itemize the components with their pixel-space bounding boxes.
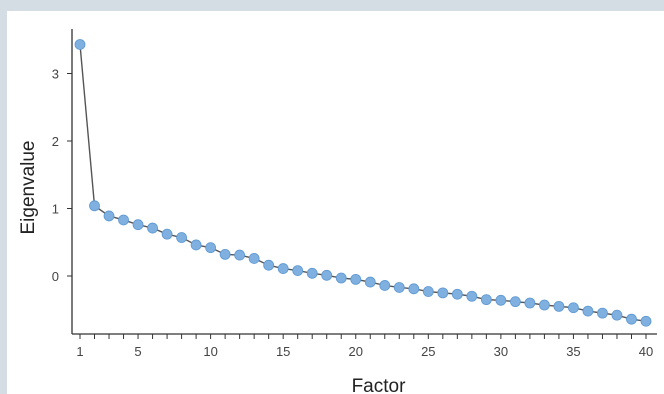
y-ticks: 0 1 2 3 bbox=[52, 67, 72, 284]
y-tick-label: 3 bbox=[52, 67, 59, 82]
data-point bbox=[350, 273, 362, 285]
data-point bbox=[451, 288, 463, 300]
data-point bbox=[205, 242, 217, 254]
data-point bbox=[568, 302, 579, 314]
y-axis-title: Eigenvalue bbox=[18, 140, 39, 234]
data-point bbox=[219, 248, 231, 260]
data-point bbox=[408, 283, 420, 295]
data-point bbox=[626, 313, 637, 325]
data-point bbox=[89, 200, 100, 212]
data-point bbox=[495, 294, 507, 306]
x-tick-label: 10 bbox=[203, 344, 217, 359]
x-tick-label: 35 bbox=[566, 344, 580, 359]
data-point bbox=[509, 296, 521, 308]
data-point bbox=[263, 259, 275, 271]
x-tick-label: 30 bbox=[494, 344, 508, 359]
data-point bbox=[466, 290, 478, 302]
data-point bbox=[539, 299, 550, 311]
data-point bbox=[103, 210, 115, 222]
x-ticks: 1 5 10 15 20 25 30 35 40 bbox=[76, 334, 653, 359]
data-point bbox=[437, 287, 449, 299]
axes bbox=[71, 29, 657, 335]
x-axis-title: Factor bbox=[352, 376, 407, 394]
data-point bbox=[640, 315, 652, 327]
data-point bbox=[176, 232, 187, 243]
data-point bbox=[422, 286, 434, 297]
x-tick-label: 15 bbox=[276, 344, 290, 359]
data-point bbox=[132, 219, 144, 231]
data-point bbox=[147, 222, 158, 234]
data-point bbox=[248, 253, 260, 264]
data-point bbox=[292, 265, 304, 277]
data-point bbox=[582, 305, 594, 317]
data-point bbox=[611, 309, 623, 321]
y-tick-label: 1 bbox=[52, 202, 59, 217]
data-points bbox=[74, 39, 652, 327]
x-tick-label: 40 bbox=[639, 344, 653, 359]
data-point bbox=[190, 239, 202, 251]
data-point bbox=[524, 297, 536, 309]
x-tick-label: 5 bbox=[134, 344, 141, 359]
data-point bbox=[161, 228, 173, 240]
data-point bbox=[393, 282, 405, 293]
data-point bbox=[364, 276, 376, 288]
x-tick-label: 1 bbox=[76, 344, 83, 359]
data-point bbox=[234, 249, 246, 261]
y-tick-label: 2 bbox=[52, 134, 59, 149]
data-point bbox=[335, 272, 347, 284]
data-point bbox=[118, 214, 129, 226]
data-point bbox=[74, 39, 86, 50]
x-tick-label: 25 bbox=[421, 344, 435, 359]
series-line bbox=[79, 44, 647, 322]
data-point bbox=[597, 307, 608, 319]
data-point bbox=[277, 263, 289, 274]
x-tick-label: 20 bbox=[349, 344, 363, 359]
data-point bbox=[379, 280, 391, 291]
data-point bbox=[321, 269, 333, 281]
data-point bbox=[553, 300, 565, 312]
data-point bbox=[480, 294, 492, 306]
y-tick-label: 0 bbox=[52, 269, 59, 284]
data-point bbox=[306, 267, 318, 279]
